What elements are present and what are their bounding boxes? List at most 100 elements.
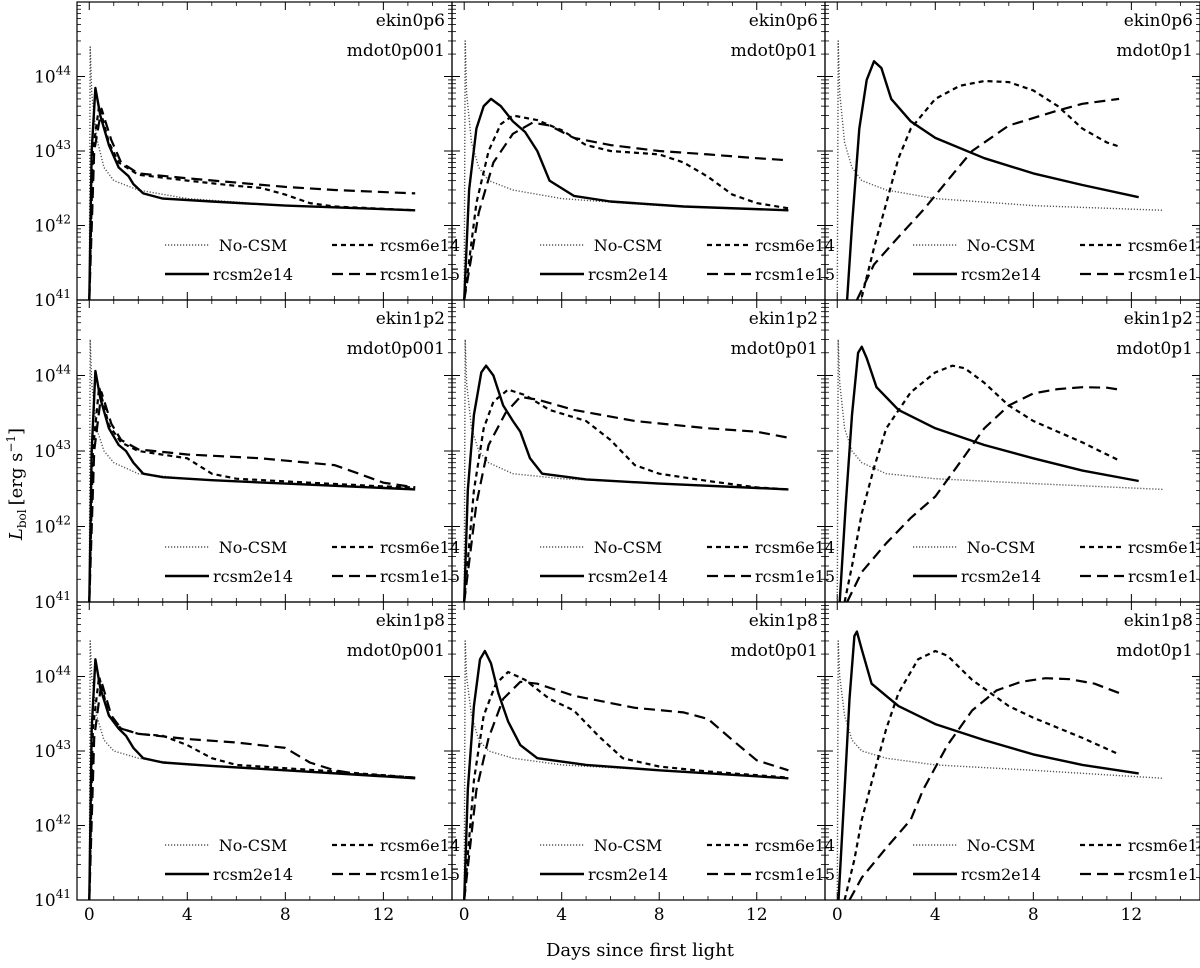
legend-label-r2e14: rcsm2e14 [213, 865, 293, 884]
y-tick-label: 1043 [34, 738, 71, 762]
x-tick-label: 12 [746, 905, 768, 925]
y-tick-label: 1041 [34, 887, 71, 911]
x-tick-label: 12 [1121, 905, 1143, 925]
panel-p22: 0 4 8 12 ekin1p8 mdot0p1 No-CSM rcsm6e14 rcsm2e1… [824, 601, 1200, 925]
legend-label-r6e14: rcsm6e14 [380, 538, 460, 557]
legend-label-r2e14: rcsm2e14 [213, 567, 293, 586]
legend: No-CSM rcsm6e14 rcsm2e14 rcsm1e15 [165, 236, 460, 284]
series-line-nocsm [88, 640, 416, 900]
panel-p10: 1041 1042 1043 1044 ekin1p2 mdot0p001 No-CSM rc… [34, 299, 460, 613]
series-line-r2e14 [845, 60, 1139, 300]
curves [836, 338, 1164, 602]
panel-p12: ekin1p2 mdot0p1 No-CSM rcsm6e14 rcsm2e14 rcsm… [824, 299, 1200, 603]
legend-label-r2e14: rcsm2e14 [213, 265, 293, 284]
y-tick-label: 1044 [34, 64, 71, 88]
legend-label-r1e15: rcsm1e15 [755, 865, 835, 884]
legend: No-CSM rcsm6e14 rcsm2e14 rcsm1e15 [913, 236, 1200, 284]
panel-p00: 1041 1042 1043 1044 ekin0p6 mdot0p001 No-CSM rc… [34, 1, 460, 311]
series-line-r2e14 [463, 97, 789, 300]
panel-frame [824, 601, 1200, 901]
legend-label-nocsm: No-CSM [967, 236, 1036, 255]
legend-label-r1e15: rcsm1e15 [380, 265, 460, 284]
legend-label-r6e14: rcsm6e14 [1128, 836, 1200, 855]
legend-label-r6e14: rcsm6e14 [755, 236, 835, 255]
x-tick-label: 0 [832, 905, 843, 925]
panel-label-ekin: ekin1p2 [749, 309, 818, 329]
x-tick-label: 0 [84, 905, 95, 925]
series-line-r1e15 [463, 395, 789, 602]
legend-label-r6e14: rcsm6e14 [1128, 236, 1200, 255]
legend-label-r2e14: rcsm2e14 [961, 567, 1041, 586]
series-line-r2e14 [463, 364, 789, 602]
curves [836, 630, 1164, 900]
x-tick-label: 4 [556, 905, 567, 925]
legend-label-r1e15: rcsm1e15 [755, 567, 835, 586]
series-line-r2e14 [88, 369, 416, 602]
panel-p11: ekin1p2 mdot0p01 No-CSM rcsm6e14 rcsm2e14 rcs… [451, 299, 835, 603]
y-tick-label: 1043 [34, 438, 71, 462]
legend-label-r6e14: rcsm6e14 [755, 836, 835, 855]
legend-label-nocsm: No-CSM [967, 538, 1036, 557]
series-line-r1e15 [848, 677, 1120, 900]
legend-label-nocsm: No-CSM [967, 836, 1036, 855]
panel-label-mdot: mdot0p1 [1116, 641, 1193, 661]
y-tick-label: 1042 [34, 213, 71, 237]
series-line-r1e15 [88, 107, 416, 300]
legend: No-CSM rcsm6e14 rcsm2e14 rcsm1e15 [913, 538, 1200, 586]
panel-label-mdot: mdot0p01 [731, 641, 818, 661]
series-line-r2e14 [838, 345, 1139, 602]
legend-label-r1e15: rcsm1e15 [1128, 567, 1200, 586]
curves [463, 338, 789, 602]
panel-label-ekin: ekin1p8 [1124, 611, 1193, 631]
curves [88, 46, 416, 300]
y-tick-label: 1044 [34, 363, 71, 387]
x-tick-label: 8 [1028, 905, 1039, 925]
legend-label-r6e14: rcsm6e14 [380, 236, 460, 255]
panel-label-mdot: mdot0p001 [347, 41, 445, 61]
legend: No-CSM rcsm6e14 rcsm2e14 rcsm1e15 [913, 836, 1200, 884]
curves [463, 640, 789, 900]
curves [88, 338, 416, 602]
x-tick-label: 4 [930, 905, 941, 925]
x-tick-label: 8 [280, 905, 291, 925]
series-line-r1e15 [463, 121, 789, 300]
series-line-r6e14 [88, 105, 416, 300]
panel-p02: ekin0p6 mdot0p1 No-CSM rcsm6e14 rcsm2e14 rcsm… [824, 1, 1200, 301]
legend: No-CSM rcsm6e14 rcsm2e14 rcsm1e15 [540, 836, 835, 884]
x-tick-label: 12 [373, 905, 395, 925]
y-axis-title-close: ] [6, 428, 27, 435]
legend-label-r2e14: rcsm2e14 [588, 865, 668, 884]
y-axis-title-unit: [erg s [6, 453, 27, 506]
x-axis-title: Days since first light [546, 940, 735, 961]
legend: No-CSM rcsm6e14 rcsm2e14 rcsm1e15 [165, 538, 460, 586]
legend-label-r1e15: rcsm1e15 [380, 865, 460, 884]
series-line-nocsm [836, 338, 1164, 602]
legend-label-nocsm: No-CSM [594, 236, 663, 255]
series-line-r6e14 [463, 114, 789, 300]
series-line-nocsm [463, 40, 789, 300]
series-line-r1e15 [846, 386, 1120, 602]
series-line-nocsm [463, 640, 789, 900]
panel-label-ekin: ekin1p2 [1124, 309, 1193, 329]
panel-label-ekin: ekin0p6 [749, 11, 818, 31]
legend-label-r2e14: rcsm2e14 [961, 265, 1041, 284]
legend: No-CSM rcsm6e14 rcsm2e14 rcsm1e15 [540, 538, 835, 586]
series-line-nocsm [463, 338, 789, 602]
panel-label-ekin: ekin1p2 [376, 309, 445, 329]
y-tick-label: 1041 [34, 589, 71, 613]
curves [463, 40, 789, 300]
panel-label-ekin: ekin1p8 [749, 611, 818, 631]
panel-p01: ekin0p6 mdot0p01 No-CSM rcsm6e14 rcsm2e14 rcs… [451, 1, 835, 301]
legend-label-r2e14: rcsm2e14 [588, 567, 668, 586]
series-line-r2e14 [463, 649, 789, 900]
legend-label-r1e15: rcsm1e15 [755, 265, 835, 284]
legend-label-r1e15: rcsm1e15 [1128, 865, 1200, 884]
panel-label-ekin: ekin0p6 [1124, 11, 1193, 31]
curves [88, 640, 416, 900]
legend-label-nocsm: No-CSM [219, 236, 288, 255]
series-line-nocsm [88, 338, 416, 602]
curves [836, 40, 1164, 300]
series-line-r6e14 [463, 670, 789, 900]
y-tick-label: 1043 [34, 138, 71, 162]
